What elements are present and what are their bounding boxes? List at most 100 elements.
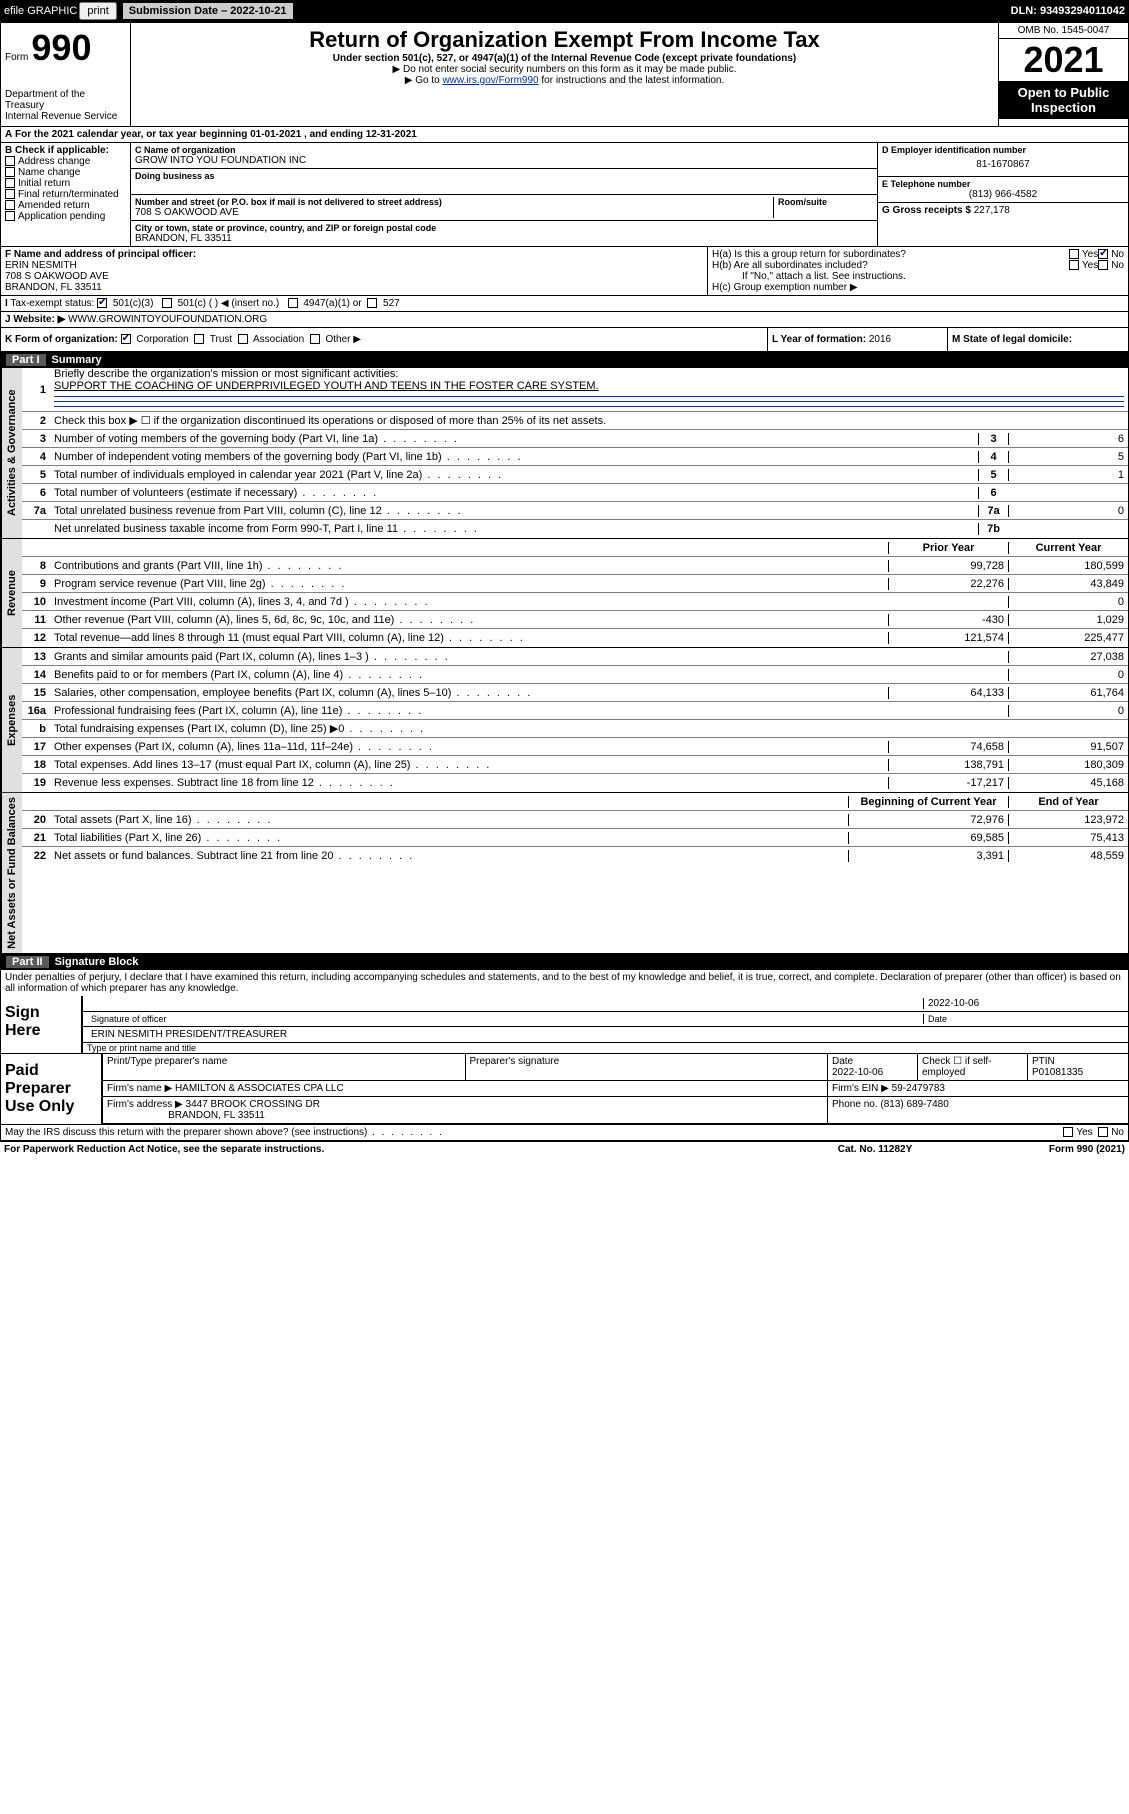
officer-city: BRANDON, FL 33511: [5, 282, 703, 293]
firm-phone: (813) 689-7480: [880, 1099, 948, 1110]
ptin-h: PTIN: [1032, 1056, 1055, 1067]
l2: Check this box ▶ ☐ if the organization d…: [50, 414, 1128, 427]
submission-date: Submission Date – 2022-10-21: [123, 3, 293, 19]
block-fh: F Name and address of principal officer:…: [0, 247, 1129, 296]
cat-no: Cat. No. 11282Y: [775, 1144, 975, 1155]
firm-ein: 59-2479783: [892, 1083, 945, 1094]
opt-501c3: 501(c)(3): [113, 298, 154, 309]
b-label: B Check if applicable:: [5, 145, 126, 156]
year-formation: 2016: [869, 334, 891, 345]
print-button[interactable]: print: [79, 2, 116, 20]
prep-self-h: Check ☐ if self-employed: [918, 1054, 1028, 1080]
open-public: Open to Public Inspection: [999, 81, 1128, 119]
cb-name-change[interactable]: [5, 167, 15, 177]
part1-num: Part I: [6, 354, 46, 366]
cb-initial-return[interactable]: [5, 178, 15, 188]
org-name: GROW INTO YOU FOUNDATION INC: [135, 155, 873, 166]
ssn-warning: ▶ Do not enter social security numbers o…: [135, 64, 994, 75]
date-label: Date: [924, 1014, 1124, 1024]
opt-501c: 501(c) ( ) ◀ (insert no.): [178, 298, 280, 309]
table-row: 11Other revenue (Part VIII, column (A), …: [22, 611, 1128, 629]
form-number: 990: [31, 27, 91, 68]
v4: 5: [1008, 451, 1128, 463]
officer-addr: 708 S OAKWOOD AVE: [5, 271, 703, 282]
line-j: J Website: ▶ WWW.GROWINTOYOUFOUNDATION.O…: [0, 312, 1129, 328]
opt-4947: 4947(a)(1) or: [303, 298, 361, 309]
ptin: P01081335: [1032, 1067, 1083, 1078]
table-row: 15Salaries, other compensation, employee…: [22, 684, 1128, 702]
part1-header: Part I Summary: [0, 352, 1129, 368]
cb-discuss-yes[interactable]: [1063, 1127, 1073, 1137]
form-header: Form 990 Department of the Treasury Inte…: [0, 22, 1129, 127]
firm-name-l: Firm's name ▶: [107, 1083, 172, 1094]
prep-date: 2022-10-06: [832, 1067, 883, 1078]
table-row: 19Revenue less expenses. Subtract line 1…: [22, 774, 1128, 792]
expenses-block: Expenses 13Grants and similar amounts pa…: [0, 648, 1129, 793]
cb-corp[interactable]: [121, 334, 131, 344]
omb-number: OMB No. 1545-0047: [999, 23, 1128, 39]
pra-notice: For Paperwork Reduction Act Notice, see …: [4, 1144, 775, 1155]
table-row: bTotal fundraising expenses (Part IX, co…: [22, 720, 1128, 738]
table-row: 16aProfessional fundraising fees (Part I…: [22, 702, 1128, 720]
gross-receipts: 227,178: [974, 205, 1010, 216]
table-row: 14Benefits paid to or for members (Part …: [22, 666, 1128, 684]
dba-label: Doing business as: [135, 171, 873, 181]
cb-assoc[interactable]: [238, 334, 248, 344]
k-label: K Form of organization:: [5, 334, 118, 345]
l5: Total number of individuals employed in …: [50, 469, 978, 481]
part2-num: Part II: [6, 956, 49, 968]
top-bar: efile GRAPHIC print Submission Date – 20…: [0, 0, 1129, 22]
opt-amended: Amended return: [18, 200, 90, 211]
officer-name-title: ERIN NESMITH PRESIDENT/TREASURER: [87, 1029, 1124, 1040]
page-footer: For Paperwork Reduction Act Notice, see …: [0, 1141, 1129, 1157]
paid-preparer-block: Paid Preparer Use Only Print/Type prepar…: [0, 1054, 1129, 1125]
cb-discuss-no[interactable]: [1098, 1127, 1108, 1137]
l7a: Total unrelated business revenue from Pa…: [50, 505, 978, 517]
firm-ein-l: Firm's EIN ▶: [832, 1083, 889, 1094]
table-row: 10Investment income (Part VIII, column (…: [22, 593, 1128, 611]
opt-address-change: Address change: [18, 156, 90, 167]
sign-block: Sign Here 2022-10-06 Signature of office…: [0, 996, 1129, 1054]
line-klm: K Form of organization: Corporation Trus…: [0, 328, 1129, 352]
v5: 1: [1008, 469, 1128, 481]
discuss-no: No: [1111, 1127, 1124, 1138]
cb-amended[interactable]: [5, 200, 15, 210]
table-row: 17Other expenses (Part IX, column (A), l…: [22, 738, 1128, 756]
block-bcdeg: B Check if applicable: Address change Na…: [0, 143, 1129, 247]
cb-4947[interactable]: [288, 298, 298, 308]
opt-name-change: Name change: [18, 167, 80, 178]
goto-link[interactable]: www.irs.gov/Form990: [442, 75, 538, 86]
cb-hb-yes[interactable]: [1069, 260, 1079, 270]
cb-ha-no[interactable]: [1098, 249, 1108, 259]
discuss-line: May the IRS discuss this return with the…: [0, 1125, 1129, 1141]
cb-ha-yes[interactable]: [1069, 249, 1079, 259]
cb-501c[interactable]: [162, 298, 172, 308]
side-ag: Activities & Governance: [1, 368, 22, 538]
side-exp: Expenses: [1, 648, 22, 792]
cb-hb-no[interactable]: [1098, 260, 1108, 270]
telephone: (813) 966-4582: [882, 189, 1124, 200]
website: WWW.GROWINTOYOUFOUNDATION.ORG: [68, 314, 267, 325]
cb-address-change[interactable]: [5, 156, 15, 166]
line-a: A For the 2021 calendar year, or tax yea…: [0, 127, 1129, 143]
cb-527[interactable]: [367, 298, 377, 308]
dln: DLN: 93493294011042: [1011, 5, 1125, 17]
cb-other[interactable]: [310, 334, 320, 344]
city-label: City or town, state or province, country…: [135, 223, 873, 233]
e-label: E Telephone number: [882, 179, 1124, 189]
hb-note: If "No," attach a list. See instructions…: [712, 271, 1124, 282]
opt-trust: Trust: [210, 334, 232, 345]
firm-name: HAMILTON & ASSOCIATES CPA LLC: [175, 1083, 344, 1094]
table-row: 12Total revenue—add lines 8 through 11 (…: [22, 629, 1128, 647]
opt-other: Other ▶: [325, 334, 360, 345]
revenue-block: Revenue Prior YearCurrent Year 8Contribu…: [0, 539, 1129, 648]
sig-date: 2022-10-06: [924, 998, 1124, 1009]
cb-final-return[interactable]: [5, 189, 15, 199]
line-i: I Tax-exempt status: 501(c)(3) 501(c) ( …: [0, 296, 1129, 312]
cb-501c3[interactable]: [97, 298, 107, 308]
cb-trust[interactable]: [194, 334, 204, 344]
cb-app-pending[interactable]: [5, 211, 15, 221]
goto-pre: ▶ Go to: [405, 75, 443, 86]
tax-year: 2021: [999, 39, 1128, 81]
i-label: Tax-exempt status:: [10, 298, 94, 309]
